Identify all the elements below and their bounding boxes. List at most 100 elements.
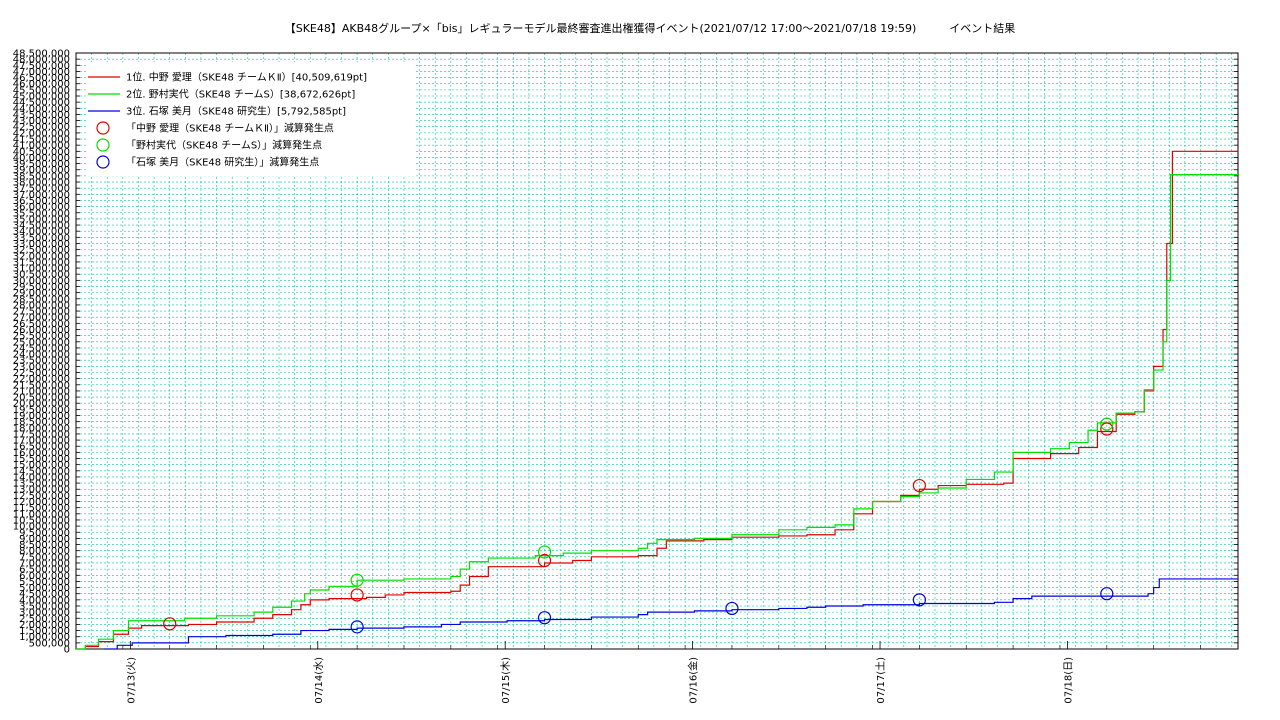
marker-layer	[163, 417, 1114, 634]
y-tick-label: 33,000,000	[13, 239, 70, 250]
y-tick-label: 32,500,000	[13, 245, 70, 256]
y-tick-label: 3,000,000	[19, 608, 70, 619]
legend-marker-2-label: 「野村実代（SKE48 チームS）」減算発生点	[126, 139, 322, 152]
y-tick-label: 11,500,000	[13, 503, 70, 514]
series-line-3	[104, 578, 1238, 650]
y-tick-label: 41,000,000	[13, 141, 70, 152]
y-tick-label: 10,500,000	[13, 515, 70, 526]
y-tick-label: 29,500,000	[13, 282, 70, 293]
y-tick-label: 5,000,000	[19, 583, 70, 594]
y-tick-label: 39,500,000	[13, 159, 70, 170]
y-tick-label: 43,000,000	[13, 116, 70, 127]
y-tick-label: 2,500,000	[19, 614, 70, 625]
y-tick-label: 31,500,000	[13, 257, 70, 268]
legend-marker-1-swatch	[96, 121, 110, 135]
y-tick-label: 2,000,000	[19, 620, 70, 631]
y-tick-label: 42,000,000	[13, 128, 70, 139]
y-tick-label: 7,500,000	[19, 552, 70, 563]
y-tick-label: 25,000,000	[13, 337, 70, 348]
y-tick-label: 46,500,000	[13, 73, 70, 84]
y-tick-label: 15,000,000	[13, 460, 70, 471]
y-tick-label: 17,000,000	[13, 436, 70, 447]
plot-frame	[75, 52, 1239, 650]
chart-title: 【SKE48】AKB48グループ×「bis」レギュラーモデル最終審査進出権獲得イ…	[284, 22, 1016, 35]
marker-point-1	[163, 617, 177, 631]
y-tick-label: 24,500,000	[13, 343, 70, 354]
legend-series-3-label: 3位. 石塚 美月（SKE48 研究生）[5,792,585pt]	[126, 105, 346, 118]
y-tick-label: 12,500,000	[13, 491, 70, 502]
y-tick-label: 36,500,000	[13, 196, 70, 207]
y-tick-label: 10,000,000	[13, 522, 70, 533]
axis-layer: 0500,0001,000,0001,500,0002,000,0002,500…	[13, 49, 1238, 704]
y-tick-label: 25,500,000	[13, 331, 70, 342]
y-tick-label: 39,000,000	[13, 165, 70, 176]
y-tick-label: 14,000,000	[13, 472, 70, 483]
y-tick-label: 46,000,000	[13, 79, 70, 90]
y-tick-label: 22,000,000	[13, 374, 70, 385]
marker-point-1	[912, 478, 926, 493]
y-tick-label: 36,000,000	[13, 202, 70, 213]
y-tick-label: 17,500,000	[13, 429, 70, 440]
y-tick-label: 24,000,000	[13, 350, 70, 361]
y-tick-label: 1,000,000	[19, 632, 70, 643]
series-line-1	[76, 150, 1238, 650]
y-tick-label: 500,000	[29, 638, 70, 649]
marker-point-1	[1100, 422, 1114, 436]
marker-point-3	[912, 593, 926, 607]
grid-layer	[76, 53, 1238, 649]
y-tick-label: 28,000,000	[13, 300, 70, 311]
y-tick-label: 9,500,000	[19, 528, 70, 539]
y-tick-label: 31,000,000	[13, 264, 70, 275]
y-tick-label: 37,000,000	[13, 190, 70, 201]
y-tick-label: 9,000,000	[19, 534, 70, 545]
y-tick-label: 34,500,000	[13, 221, 70, 232]
y-tick-label: 7,000,000	[19, 558, 70, 569]
legend-marker-3-label: 「石塚 美月（SKE48 研究生）」減算発生点	[126, 156, 319, 169]
y-tick-label: 12,000,000	[13, 497, 70, 508]
y-tick-label: 44,500,000	[13, 98, 70, 109]
y-tick-label: 37,500,000	[13, 184, 70, 195]
y-tick-label: 0	[64, 645, 70, 656]
y-tick-label: 22,500,000	[13, 368, 70, 379]
y-tick-label: 27,000,000	[13, 313, 70, 324]
series-layer	[76, 150, 1238, 650]
y-tick-label: 19,000,000	[13, 411, 70, 422]
y-tick-label: 30,500,000	[13, 270, 70, 281]
y-tick-label: 5,500,000	[19, 577, 70, 588]
x-tick-label: 07/18(日)	[1063, 657, 1074, 704]
y-tick-label: 23,000,000	[13, 362, 70, 373]
y-tick-label: 45,000,000	[13, 92, 70, 103]
marker-point-2	[1100, 417, 1114, 431]
y-tick-label: 23,500,000	[13, 356, 70, 367]
y-tick-label: 43,500,000	[13, 110, 70, 121]
y-tick-label: 19,500,000	[13, 405, 70, 416]
x-tick-label: 07/14(水)	[313, 657, 325, 704]
y-tick-label: 47,500,000	[13, 61, 70, 72]
y-tick-label: 47,000,000	[13, 67, 70, 78]
legend-marker-1-label: 「中野 愛理（SKE48 チームＫⅡ）」減算発生点	[126, 122, 334, 135]
y-tick-label: 29,000,000	[13, 288, 70, 299]
y-tick-label: 16,000,000	[13, 448, 70, 459]
y-tick-label: 3,500,000	[19, 601, 70, 612]
y-tick-label: 13,500,000	[13, 479, 70, 490]
legend-series-2-label: 2位. 野村実代（SKE48 チームS）[38,672,626pt]	[126, 88, 355, 101]
y-tick-label: 48,000,000	[13, 55, 70, 66]
marker-point-1	[537, 553, 552, 568]
x-tick-label: 07/17(土)	[874, 657, 887, 704]
y-tick-label: 6,000,000	[19, 571, 70, 582]
y-tick-label: 28,500,000	[13, 294, 70, 305]
y-tick-label: 35,000,000	[13, 214, 70, 225]
y-tick-label: 34,000,000	[13, 227, 70, 238]
y-tick-label: 18,000,000	[13, 423, 70, 434]
y-tick-label: 30,000,000	[13, 276, 70, 287]
y-tick-label: 20,000,000	[13, 399, 70, 410]
marker-point-3	[725, 601, 739, 616]
y-tick-label: 21,500,000	[13, 380, 70, 391]
legend-marker-3-swatch	[96, 155, 110, 169]
y-tick-label: 45,500,000	[13, 85, 70, 96]
y-tick-label: 44,000,000	[13, 104, 70, 115]
y-tick-label: 15,500,000	[13, 454, 70, 465]
x-tick-label: 07/16(金)	[687, 657, 700, 704]
y-tick-label: 6,500,000	[19, 565, 70, 576]
series-line-2	[76, 174, 1238, 650]
